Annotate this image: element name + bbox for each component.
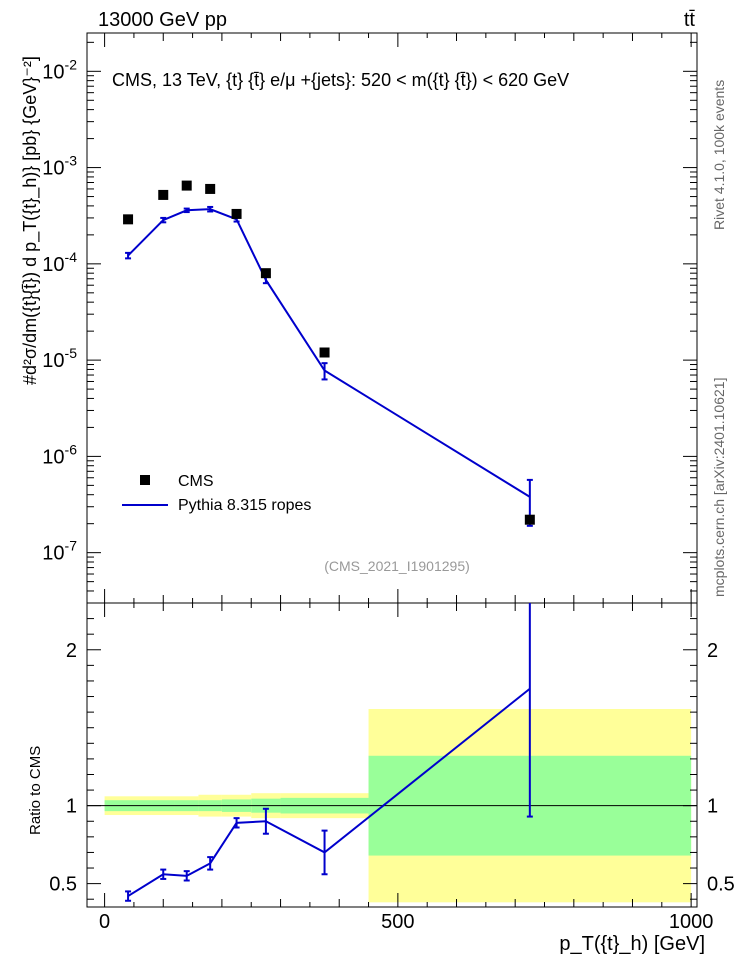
- ratio-y-tick-label: 0.5: [49, 874, 77, 896]
- ratio-y-tick-label: 2: [66, 640, 77, 662]
- ratio-frame: [86, 602, 698, 908]
- data-point-2: [181, 180, 192, 191]
- collision-label: 13000 GeV pp: [98, 9, 227, 31]
- y-tick-label: 10-7: [42, 538, 77, 565]
- x-tick-label: 500: [381, 911, 414, 933]
- plot-title: CMS, 13 TeV, {t} {t̄} e/μ +{jets}: 520 <…: [112, 70, 569, 90]
- ratio-y-tick-label-right: 0.5: [707, 874, 735, 896]
- main-plot: 10-7 10-6 10-5 10-4 10-3 10-2: [42, 32, 698, 604]
- y-tick-label: 10-5: [42, 345, 77, 372]
- legend: CMS Pythia 8.315 ropes: [122, 473, 311, 514]
- x-axis-label: p_T({t}_h) [GeV]: [559, 933, 705, 955]
- ratio-y-tick-label-right: 1: [707, 796, 718, 818]
- data-point-6: [319, 347, 330, 358]
- ratio-plot: 0 500 1000 0.5 0.5 1 1 2 2: [49, 602, 735, 933]
- legend-mc-label: Pythia 8.315 ropes: [178, 497, 311, 514]
- x-tick-label: 0: [99, 911, 110, 933]
- y-tick-label: 10-6: [42, 441, 77, 468]
- data-point-5: [260, 268, 271, 279]
- legend-data-marker: [140, 475, 150, 485]
- y-axis-label: #d²σ/dm({t}{t̄}) d p_T({t}_h)} [pb} {GeV…: [20, 56, 41, 385]
- process-label: tt̄: [684, 9, 696, 31]
- data-point-4: [231, 208, 242, 219]
- rivet-label: Rivet 4.1.0, 100k events: [711, 80, 727, 230]
- ratio-mc-line: [127, 687, 531, 897]
- data-point-3: [205, 183, 216, 194]
- ratio-y-tick-label-right: 2: [707, 640, 718, 662]
- mc-line: [127, 208, 531, 498]
- y-tick-label: 10-4: [42, 249, 77, 276]
- x-tick-label: 1000: [669, 911, 714, 933]
- y-tick-label: 10-3: [42, 153, 77, 180]
- legend-data-label: CMS: [178, 473, 214, 490]
- data-point-0: [123, 214, 134, 225]
- data-point-7: [524, 514, 535, 525]
- mcplots-label: mcplots.cern.ch [arXiv:2401.10621]: [711, 378, 727, 597]
- ratio-y-axis-label: Ratio to CMS: [27, 746, 44, 835]
- y-tick-label: 10-2: [42, 56, 77, 83]
- analysis-tag: (CMS_2021_I1901295): [324, 558, 470, 574]
- main-frame: [86, 32, 698, 604]
- ratio-y-tick-label: 1: [66, 796, 77, 818]
- data-point-1: [158, 189, 169, 200]
